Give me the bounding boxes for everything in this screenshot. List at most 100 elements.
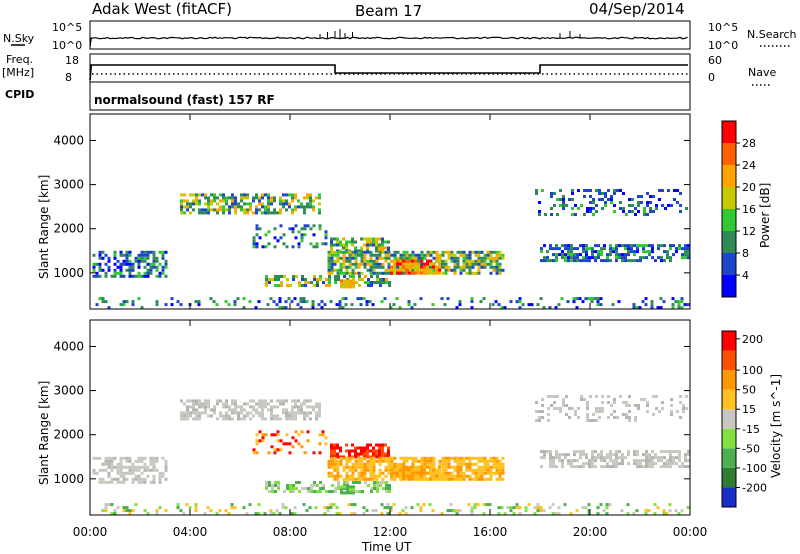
- heatmap-cell: [613, 410, 616, 413]
- heatmap-cell: [600, 453, 603, 457]
- heatmap-cell: [671, 303, 675, 307]
- heatmap-cell: [591, 253, 594, 257]
- heatmap-cell: [116, 468, 120, 472]
- heatmap-cell: [399, 465, 402, 469]
- heatmap-cell: [363, 468, 367, 472]
- heatmap-cell: [618, 256, 621, 260]
- heatmap-cell: [674, 300, 678, 304]
- heatmap-cell: [261, 436, 265, 440]
- heatmap-cell: [601, 207, 604, 210]
- heatmap-cell: [601, 401, 604, 404]
- heatmap-cell: [237, 414, 240, 418]
- heatmap-cell: [592, 413, 595, 416]
- heatmap-cell: [255, 402, 258, 406]
- heatmap-cell: [319, 481, 322, 484]
- heatmap-cell: [372, 449, 375, 453]
- heatmap-cell: [294, 399, 297, 403]
- heatmap-cell: [261, 402, 264, 406]
- heatmap-cell: [265, 281, 268, 284]
- heatmap-cell: [479, 300, 483, 304]
- heatmap-cell: [300, 227, 304, 231]
- heatmap-cell: [651, 459, 654, 463]
- heatmap-cell: [294, 236, 298, 240]
- heatmap-cell: [477, 271, 481, 275]
- heatmap-cell: [224, 300, 228, 304]
- heatmap-cell: [480, 468, 484, 472]
- heatmap-cell: [310, 487, 313, 490]
- heatmap-cell: [285, 411, 288, 415]
- heatmap-cell: [270, 211, 273, 215]
- heatmap-cell: [555, 253, 558, 257]
- heatmap-cell: [152, 456, 156, 460]
- heatmap-cell: [131, 274, 135, 278]
- heatmap-cell: [155, 459, 159, 463]
- heatmap-cell: [561, 253, 564, 257]
- heatmap-cell: [268, 484, 271, 487]
- heatmap-cell: [456, 462, 460, 466]
- heatmap-cell: [146, 465, 150, 469]
- heatmap-cell: [327, 262, 331, 266]
- heatmap-cell: [598, 407, 601, 410]
- heatmap-cell: [340, 488, 343, 492]
- heatmap-cell: [158, 250, 162, 254]
- heatmap-cell: [506, 506, 510, 510]
- heatmap-cell: [390, 456, 394, 460]
- heatmap-cell: [411, 459, 415, 463]
- heatmap-cell: [549, 453, 552, 457]
- heatmap-cell: [180, 211, 183, 215]
- colorbar-tick-label: 16: [742, 203, 756, 216]
- heatmap-cell: [207, 205, 210, 209]
- heatmap-cell: [303, 205, 306, 209]
- heatmap-cell: [456, 465, 460, 469]
- heatmap-cell: [447, 474, 451, 478]
- heatmap-cell: [330, 446, 333, 450]
- heatmap-cell: [271, 278, 274, 281]
- heatmap-cell: [264, 193, 267, 197]
- heatmap-cell: [307, 490, 310, 493]
- heatmap-cell: [678, 465, 681, 469]
- heatmap-cell: [333, 268, 337, 272]
- heatmap-cell: [134, 477, 138, 481]
- heatmap-cell: [231, 202, 234, 206]
- heatmap-cell: [450, 268, 454, 272]
- heatmap-cell: [669, 453, 672, 457]
- heatmap-cell: [183, 411, 186, 415]
- heatmap-cell: [634, 404, 637, 407]
- heatmap-cell: [401, 509, 405, 513]
- heatmap-cell: [116, 465, 120, 469]
- heatmap-cell: [279, 199, 282, 203]
- heatmap-cell: [609, 465, 612, 469]
- heatmap-cell: [186, 408, 189, 412]
- heatmap-cell: [393, 265, 396, 269]
- heatmap-cell: [306, 414, 309, 418]
- colorbar-segment: [722, 231, 736, 253]
- heatmap-cell: [299, 306, 303, 310]
- heatmap-cell: [292, 275, 295, 278]
- heatmap-cell: [384, 268, 388, 272]
- heatmap-cell: [332, 503, 336, 507]
- heatmap-cell: [589, 189, 592, 192]
- heatmap-cell: [581, 506, 585, 510]
- heatmap-cell: [438, 468, 441, 472]
- heatmap-cell: [447, 477, 451, 481]
- heatmap-cell: [261, 417, 264, 421]
- heatmap-cell: [648, 456, 651, 460]
- heatmap-cell: [207, 405, 210, 409]
- heatmap-cell: [577, 416, 580, 419]
- heatmap-cell: [152, 459, 156, 463]
- heatmap-cell: [465, 259, 469, 263]
- heatmap-cell: [264, 399, 267, 403]
- heatmap-cell: [370, 281, 373, 284]
- heatmap-cell: [582, 250, 585, 254]
- heatmap-cell: [122, 456, 126, 460]
- heatmap-cell: [228, 196, 231, 200]
- heatmap-cell: [323, 303, 327, 307]
- heatmap-cell: [357, 253, 361, 257]
- heatmap-cell: [143, 477, 147, 481]
- heatmap-cell: [465, 271, 469, 275]
- heatmap-cell: [255, 242, 259, 246]
- heatmap-cell: [192, 202, 195, 206]
- heatmap-cell: [687, 465, 690, 469]
- heatmap-cell: [441, 250, 445, 254]
- heatmap-cell: [477, 262, 481, 266]
